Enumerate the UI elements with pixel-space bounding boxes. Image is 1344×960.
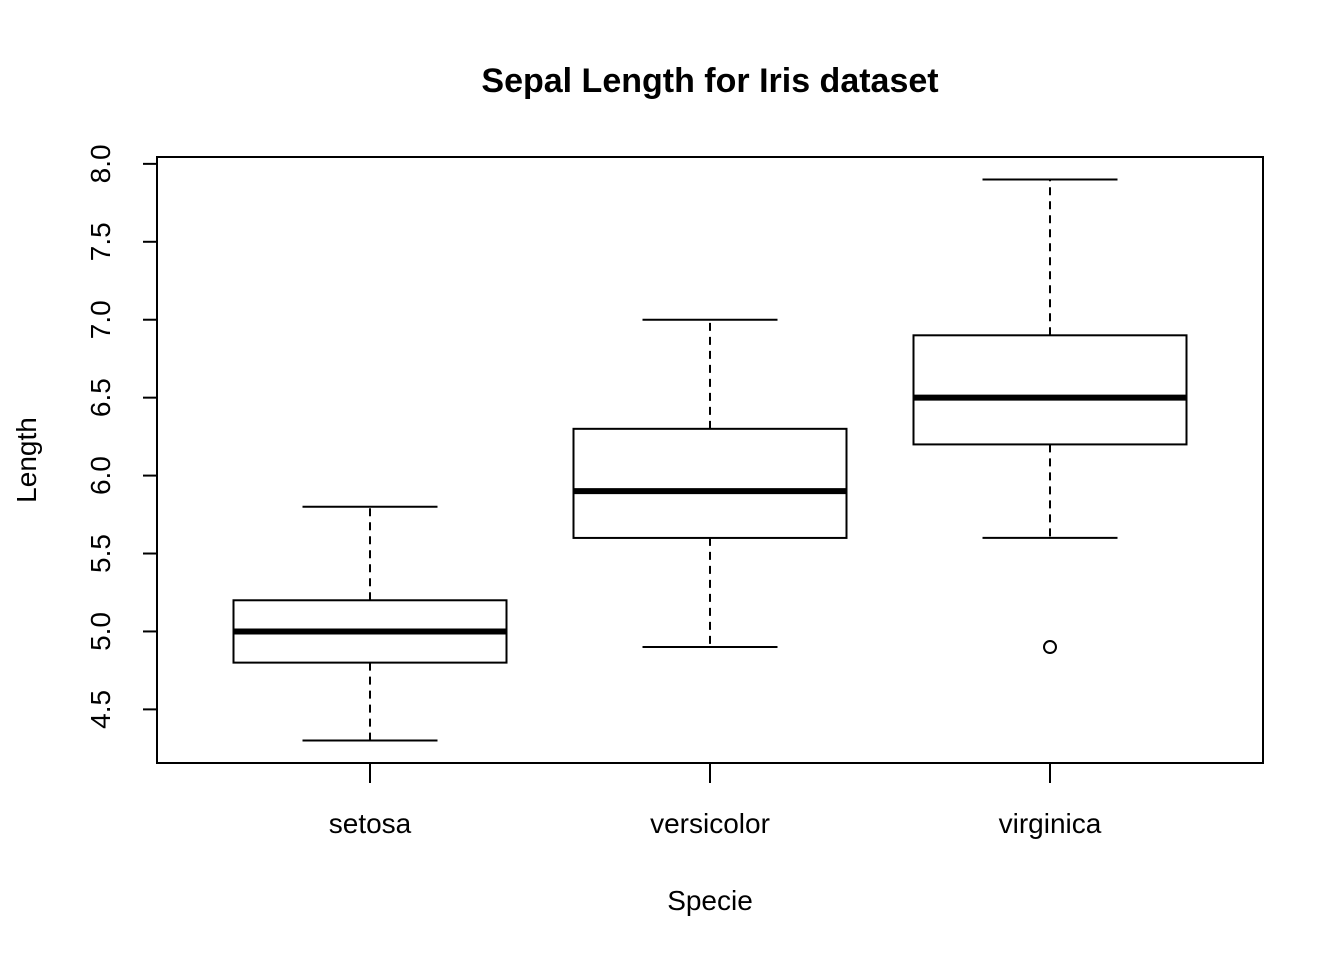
y-tick-label: 5.5 [85, 534, 116, 573]
y-tick-label: 8.0 [85, 144, 116, 183]
y-tick-label: 6.0 [85, 456, 116, 495]
y-tick-label: 7.5 [85, 222, 116, 261]
y-tick-label: 5.0 [85, 612, 116, 651]
y-tick-label: 7.0 [85, 300, 116, 339]
y-axis-label: Length [11, 417, 42, 503]
x-axis-label: Specie [667, 885, 753, 916]
box [572, 427, 848, 539]
x-tick-label: virginica [999, 808, 1102, 839]
y-tick-label: 4.5 [85, 690, 116, 729]
y-tick-label: 6.5 [85, 378, 116, 417]
x-tick-label: setosa [329, 808, 412, 839]
chart-title: Sepal Length for Iris dataset [481, 62, 938, 100]
x-tick-label: versicolor [650, 808, 770, 839]
outlier [1043, 640, 1057, 655]
box [912, 334, 1188, 446]
